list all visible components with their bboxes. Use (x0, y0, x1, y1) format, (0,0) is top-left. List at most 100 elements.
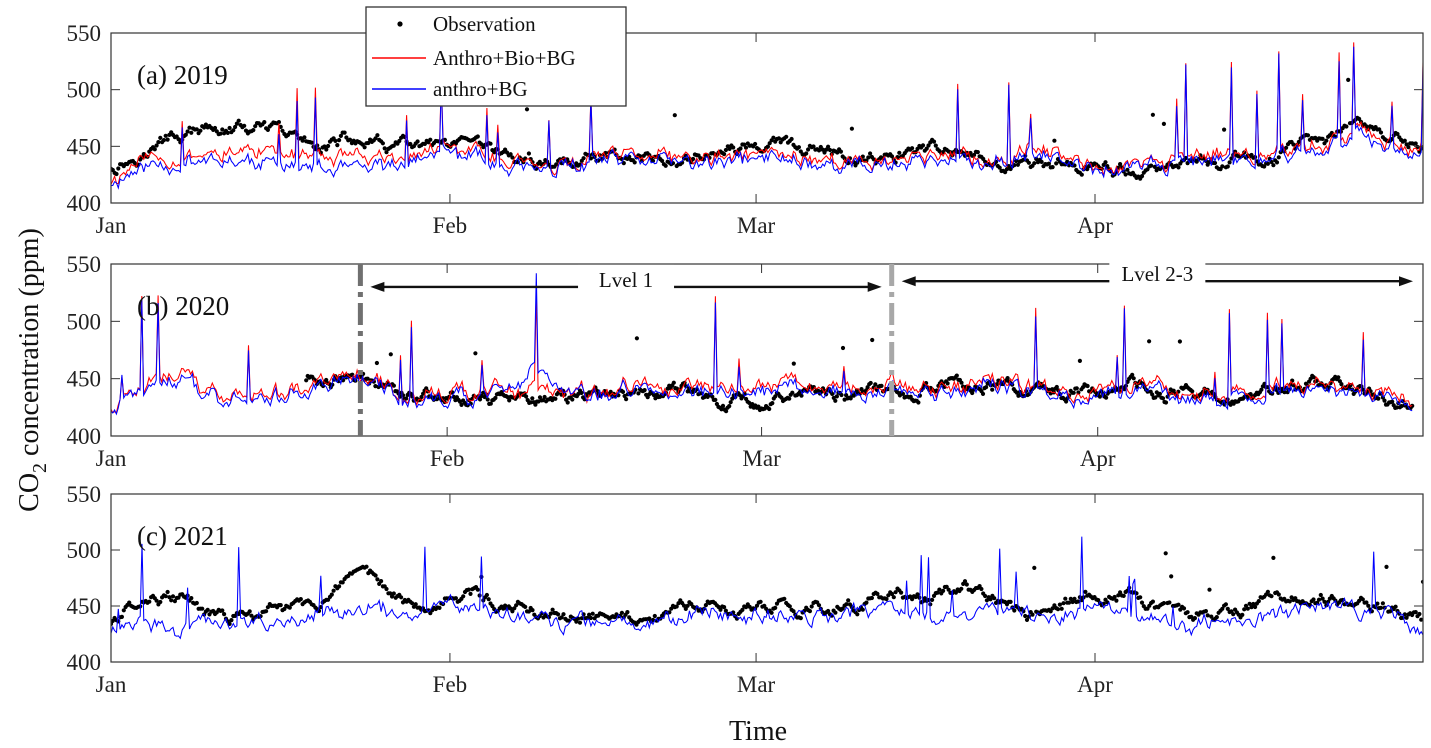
observation-point (1413, 141, 1418, 146)
observation-point (846, 598, 851, 603)
observation-point (710, 394, 715, 399)
observation-point (1265, 161, 1270, 166)
observation-point (954, 373, 959, 378)
observation-point (1123, 172, 1128, 177)
observation-point (875, 591, 880, 597)
observation-point (1276, 592, 1281, 597)
legend-observation-label: Observation (433, 12, 536, 36)
observation-point (1070, 599, 1075, 605)
observation-point (374, 360, 379, 366)
annotation-label-bg (1109, 259, 1206, 288)
observation-point (868, 151, 873, 156)
observation-point (121, 608, 126, 613)
observation-point (1072, 596, 1077, 601)
panel-2: 400 450 500 550 Jan Feb Mar Apr (b) 2020 Lvel 1 Lv… (67, 252, 1424, 471)
observation-point (1085, 383, 1090, 389)
observation-point (147, 599, 152, 604)
observation-point (524, 394, 529, 399)
observation-point (388, 591, 393, 596)
observation-point (453, 596, 458, 601)
annotation-arrow-head-right (1399, 276, 1413, 287)
observation-point (1384, 564, 1389, 570)
observation-point (731, 145, 736, 150)
observation-point (1406, 145, 1411, 150)
observation-point (870, 337, 875, 343)
observation-point (740, 607, 745, 613)
x-tick-label: Mar (737, 213, 776, 238)
observation-point (727, 404, 732, 409)
observation-point (988, 597, 993, 602)
observation-point (984, 598, 990, 603)
observation-point (366, 140, 371, 146)
observation-point (523, 604, 528, 610)
series-anthro-bio-bg (111, 42, 1423, 185)
panel-1: 400 450 500 550 Jan Feb Mar Apr (a) 2019 (67, 21, 1424, 238)
observation-point (723, 147, 729, 153)
observation-point (1083, 589, 1088, 595)
observation-point (1079, 172, 1084, 177)
observation-point (200, 606, 205, 611)
plot-series (111, 273, 1415, 416)
observation-point (364, 564, 369, 569)
observation-point (718, 607, 723, 612)
y-tick-label: 400 (67, 424, 102, 449)
observation-point (1364, 600, 1369, 605)
observation-point (767, 406, 772, 412)
observation-point (619, 610, 625, 615)
y-tick-label: 500 (67, 78, 102, 103)
observation-point (428, 137, 433, 142)
observation-point (176, 137, 181, 142)
observation-point (1377, 127, 1382, 132)
observation-point (163, 594, 168, 599)
observation-point (1048, 609, 1053, 614)
observation-point (559, 615, 564, 620)
observation-point (972, 152, 977, 158)
observation-point (754, 603, 760, 608)
observation-point (742, 142, 747, 147)
y-tick-label: 500 (67, 309, 102, 334)
plot-frame (110, 263, 1424, 437)
observation-point (1284, 145, 1289, 150)
plot-series (111, 536, 1423, 640)
observation-point (475, 134, 480, 139)
observation-point (530, 396, 535, 401)
observation-point (119, 614, 124, 620)
observation-point (624, 397, 629, 402)
observation-point (756, 404, 761, 409)
observation-point (1225, 164, 1230, 169)
observation-point (779, 395, 784, 400)
observation-point (382, 146, 387, 151)
annotation-label: Lvel 1 (599, 268, 653, 292)
observation-point (473, 351, 478, 356)
observation-point (419, 394, 424, 400)
observation-point (371, 379, 376, 384)
observation-point (1176, 165, 1181, 170)
observation-point (514, 603, 519, 608)
observation-point (959, 380, 964, 385)
observation-point (1419, 617, 1423, 622)
observation-point (329, 592, 334, 597)
observation-point (926, 143, 931, 148)
observation-point (663, 163, 668, 168)
series-observation (111, 77, 1423, 181)
observation-point (362, 145, 367, 150)
observation-point (399, 595, 404, 600)
plot-series (111, 42, 1423, 190)
observation-point (475, 587, 480, 592)
observation-point (342, 130, 347, 135)
observation-point (172, 599, 177, 604)
observation-point (1130, 372, 1135, 377)
observation-point (979, 586, 984, 592)
observation-point (492, 150, 497, 155)
observation-point (844, 393, 849, 398)
observation-point (1026, 160, 1031, 165)
observation-point (565, 400, 570, 405)
observation-point (770, 401, 775, 406)
observation-point (183, 132, 188, 137)
observation-point (1311, 597, 1316, 602)
observation-point (1346, 77, 1351, 82)
observation-point (1375, 601, 1380, 606)
observation-point (807, 609, 813, 614)
observation-point (910, 146, 915, 151)
observation-point (839, 392, 844, 398)
